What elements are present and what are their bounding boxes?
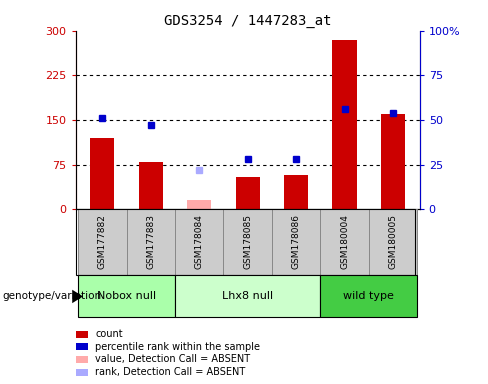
Text: GSM177883: GSM177883 — [146, 214, 155, 270]
Text: genotype/variation: genotype/variation — [2, 291, 102, 301]
Text: percentile rank within the sample: percentile rank within the sample — [95, 342, 260, 352]
Text: Lhx8 null: Lhx8 null — [222, 291, 273, 301]
FancyBboxPatch shape — [272, 209, 320, 275]
FancyBboxPatch shape — [175, 209, 224, 275]
Text: GSM178086: GSM178086 — [292, 214, 301, 270]
Title: GDS3254 / 1447283_at: GDS3254 / 1447283_at — [164, 14, 331, 28]
Polygon shape — [72, 290, 83, 303]
Text: GSM177882: GSM177882 — [98, 215, 107, 269]
FancyBboxPatch shape — [320, 275, 417, 317]
Text: GSM178084: GSM178084 — [195, 215, 203, 269]
Text: count: count — [95, 329, 123, 339]
Text: rank, Detection Call = ABSENT: rank, Detection Call = ABSENT — [95, 367, 245, 377]
FancyBboxPatch shape — [224, 209, 272, 275]
Text: Nobox null: Nobox null — [97, 291, 156, 301]
Bar — [187, 200, 211, 209]
Bar — [236, 177, 260, 209]
Bar — [284, 175, 308, 209]
Text: GSM180005: GSM180005 — [388, 214, 398, 270]
FancyBboxPatch shape — [78, 209, 126, 275]
Bar — [381, 114, 405, 209]
FancyBboxPatch shape — [126, 209, 175, 275]
Bar — [139, 162, 163, 209]
Bar — [90, 138, 114, 209]
FancyBboxPatch shape — [76, 343, 88, 350]
Text: wild type: wild type — [344, 291, 394, 301]
FancyBboxPatch shape — [78, 275, 175, 317]
FancyBboxPatch shape — [76, 369, 88, 376]
FancyBboxPatch shape — [76, 356, 88, 363]
Text: GSM178085: GSM178085 — [243, 214, 252, 270]
FancyBboxPatch shape — [175, 275, 320, 317]
Bar — [332, 40, 357, 209]
FancyBboxPatch shape — [76, 331, 88, 338]
FancyBboxPatch shape — [320, 209, 369, 275]
FancyBboxPatch shape — [369, 209, 417, 275]
Text: GSM180004: GSM180004 — [340, 215, 349, 269]
Text: value, Detection Call = ABSENT: value, Detection Call = ABSENT — [95, 354, 250, 364]
